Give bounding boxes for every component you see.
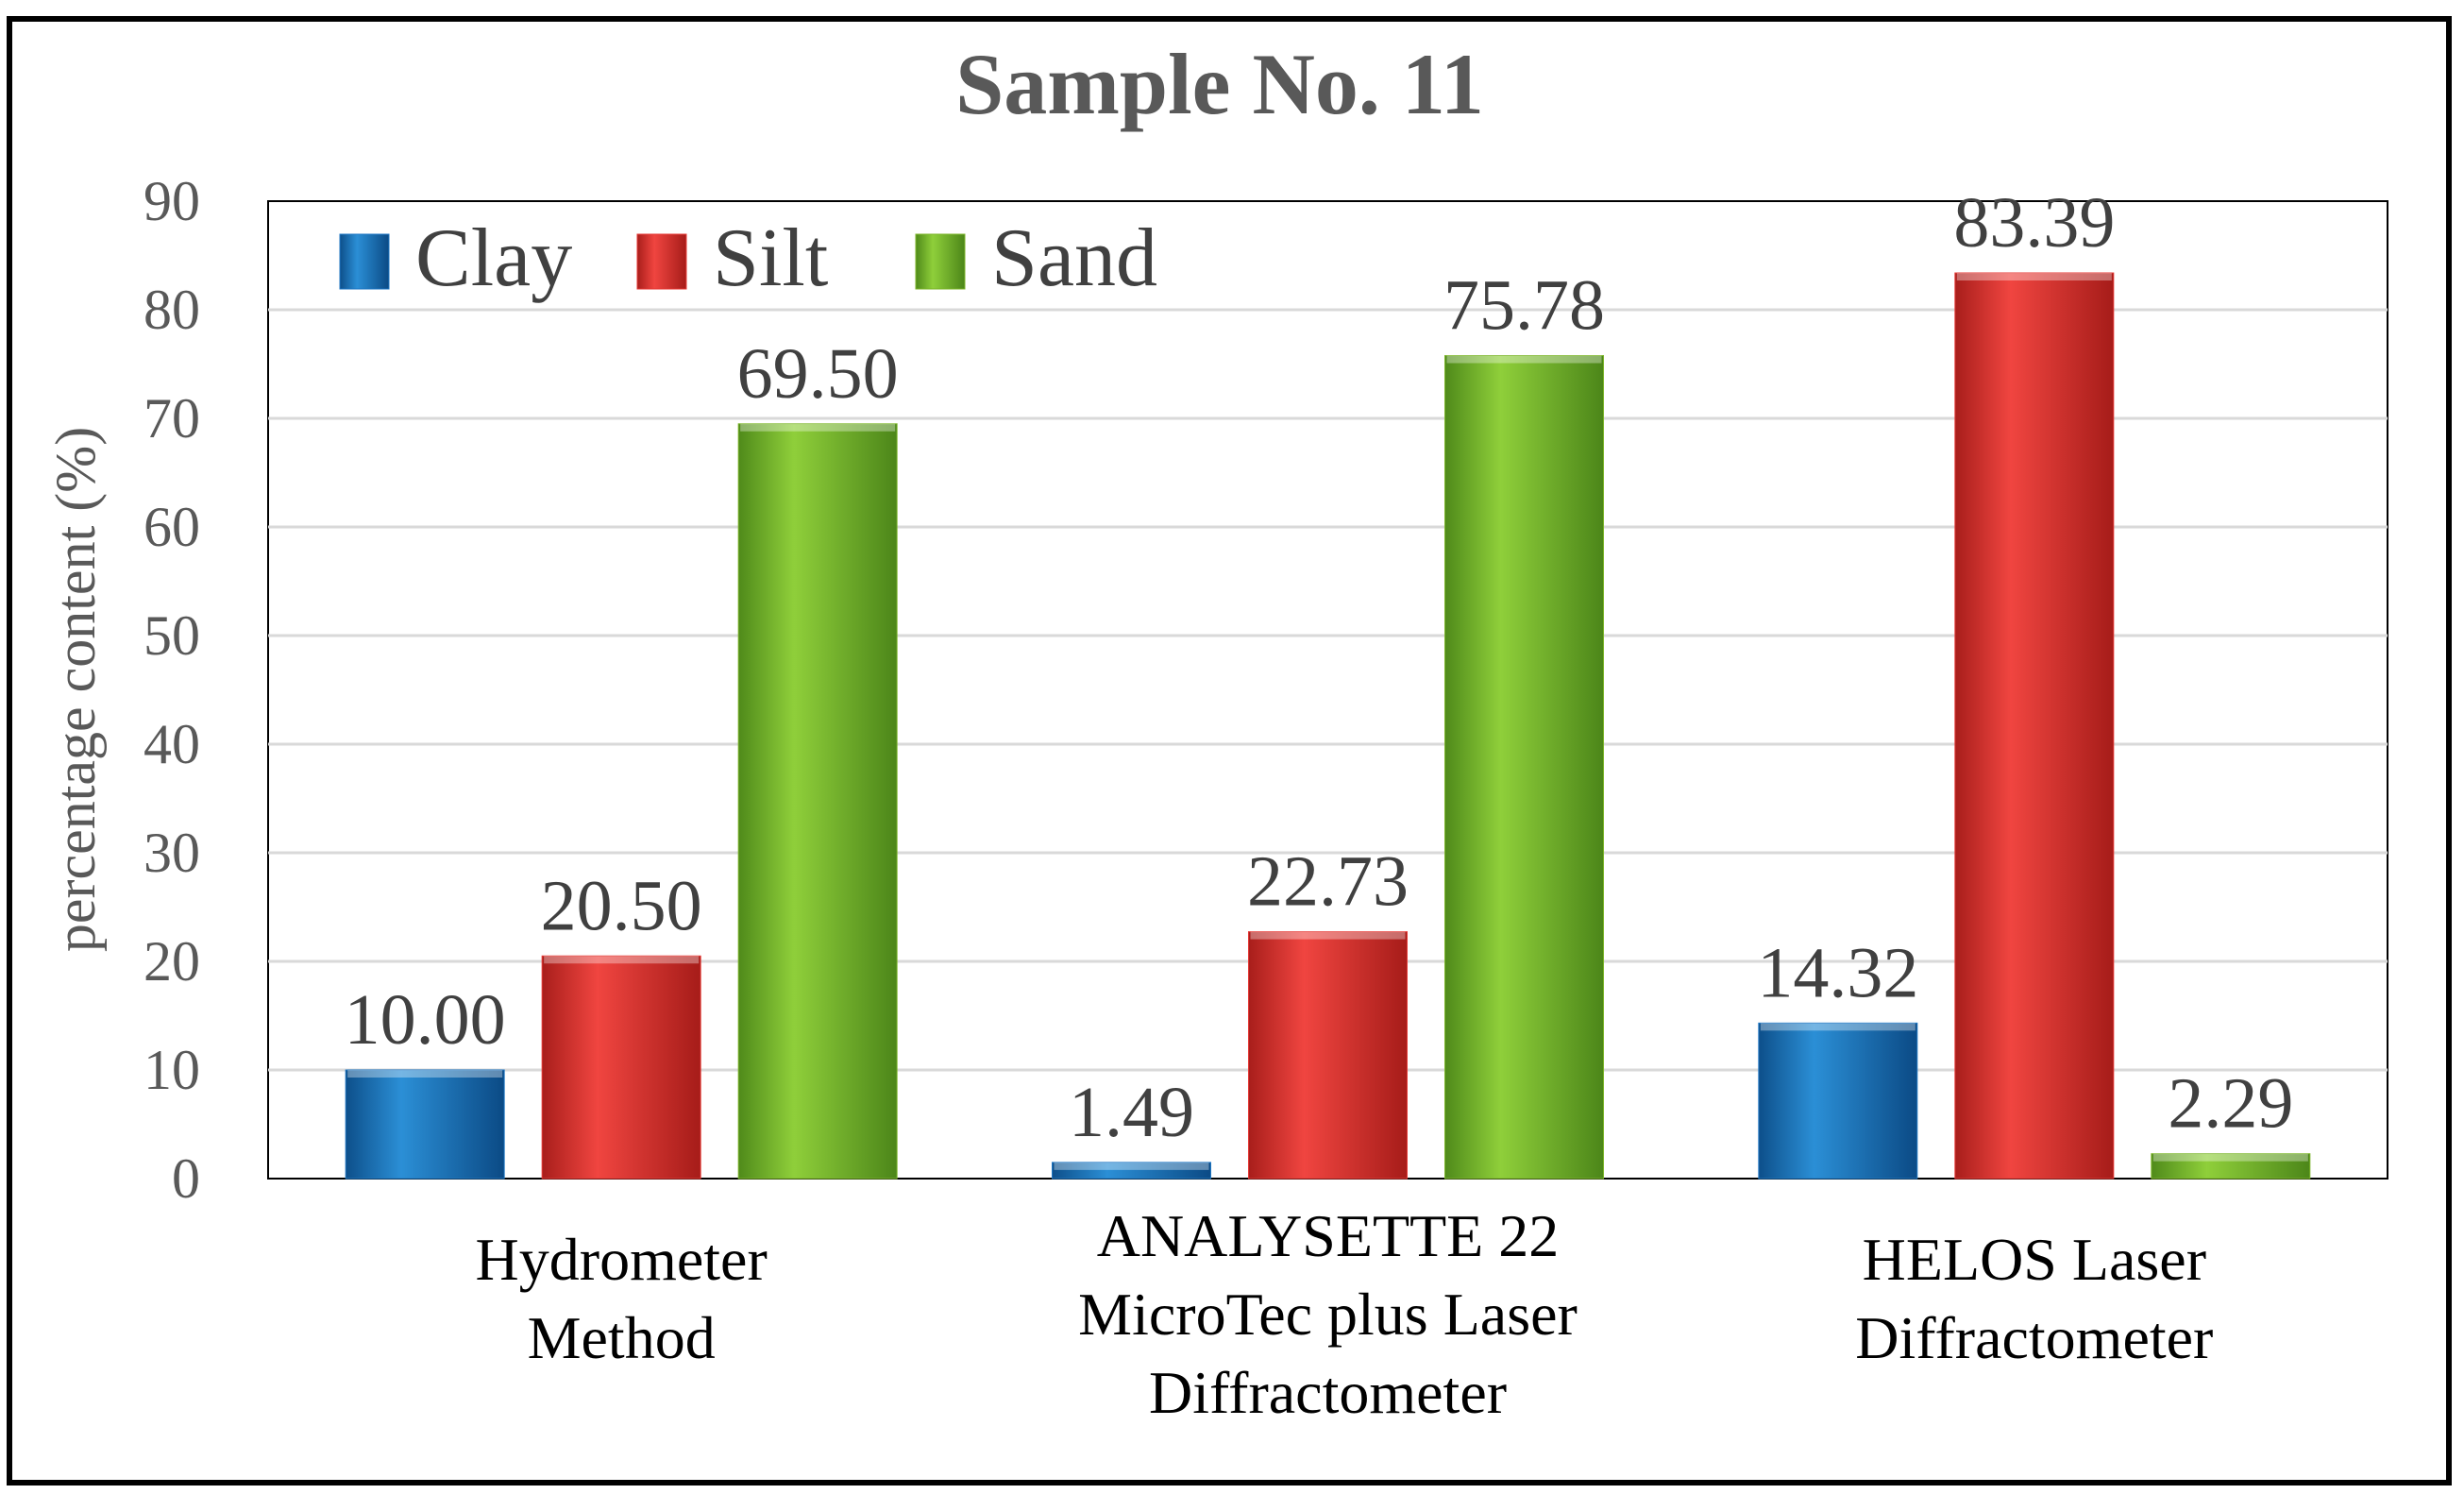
x-category-label: ANALYSETTE 22 xyxy=(1097,1202,1560,1269)
y-tick-label: 10 xyxy=(143,1039,200,1101)
data-label-sand-1: 75.78 xyxy=(1443,266,1605,346)
data-label-sand-0: 69.50 xyxy=(737,334,899,414)
bar-sand-1 xyxy=(1444,355,1604,1180)
legend-label-sand: Sand xyxy=(991,212,1157,304)
y-tick-label: 70 xyxy=(143,387,200,450)
legend-swatch-sand xyxy=(915,233,966,290)
bar-bevel xyxy=(740,423,896,432)
y-tick-label: 40 xyxy=(143,713,200,775)
legend-label-clay: Clay xyxy=(415,212,572,304)
x-category-label: Diffractometer xyxy=(1149,1359,1507,1426)
bar-clay-2 xyxy=(1758,1022,1918,1180)
bar-clay-0 xyxy=(345,1069,505,1180)
y-tick-label: 30 xyxy=(143,822,200,884)
y-tick-label: 50 xyxy=(143,604,200,667)
bar-bevel xyxy=(1956,273,2112,281)
legend-label-silt: Silt xyxy=(713,212,828,304)
y-axis-ticks: 0 10 20 30 40 50 60 70 80 90 xyxy=(143,170,200,1210)
bar-silt-0 xyxy=(541,955,701,1180)
bar-clay-1 xyxy=(1052,1162,1211,1180)
bar-bevel xyxy=(2152,1153,2308,1162)
x-category-label: HELOS Laser xyxy=(1863,1226,2206,1293)
x-category-label: Diffractometer xyxy=(1855,1304,2213,1371)
data-label-sand-2: 2.29 xyxy=(2168,1064,2293,1144)
x-axis-categories: Hydrometer Method ANALYSETTE 22 MicroTec pl… xyxy=(476,1202,2214,1426)
bar-bevel xyxy=(1760,1023,1916,1031)
data-label-clay-1: 1.49 xyxy=(1069,1073,1194,1152)
bar-sand-2 xyxy=(2151,1153,2311,1180)
x-category-label: MicroTec plus Laser xyxy=(1078,1281,1578,1348)
data-label-silt-0: 20.50 xyxy=(541,866,702,945)
bar-bevel xyxy=(1250,931,1406,940)
bar-silt-1 xyxy=(1248,931,1408,1180)
y-tick-label: 90 xyxy=(143,170,200,232)
legend: Clay Silt Sand xyxy=(339,212,1157,304)
x-category-label: Hydrometer xyxy=(476,1226,768,1293)
legend-swatch-clay xyxy=(339,233,390,290)
bar-bevel xyxy=(1054,1162,1209,1170)
bar-bevel xyxy=(544,956,700,964)
y-tick-label: 80 xyxy=(143,279,200,341)
bar-sand-0 xyxy=(737,423,898,1180)
data-label-silt-2: 83.39 xyxy=(1953,183,2115,263)
y-tick-label: 60 xyxy=(143,496,200,558)
bar-bevel xyxy=(347,1070,503,1078)
chart-title: Sample No. 11 xyxy=(955,36,1484,132)
data-labels: 10.00 1.49 14.32 20.50 22.73 83.39 69.50 75.78 2… xyxy=(345,183,2294,1152)
data-label-silt-1: 22.73 xyxy=(1247,842,1409,922)
y-tick-label: 20 xyxy=(143,930,200,993)
bar-bevel xyxy=(1446,355,1602,364)
data-label-clay-0: 10.00 xyxy=(345,980,506,1060)
y-axis-label: percentage content (%) xyxy=(44,427,107,952)
x-category-label: Method xyxy=(528,1304,716,1371)
data-label-clay-2: 14.32 xyxy=(1757,933,1918,1012)
bars xyxy=(345,272,2311,1180)
y-tick-label: 0 xyxy=(172,1147,200,1210)
bar-silt-2 xyxy=(1954,272,2115,1180)
legend-swatch-silt xyxy=(636,233,687,290)
